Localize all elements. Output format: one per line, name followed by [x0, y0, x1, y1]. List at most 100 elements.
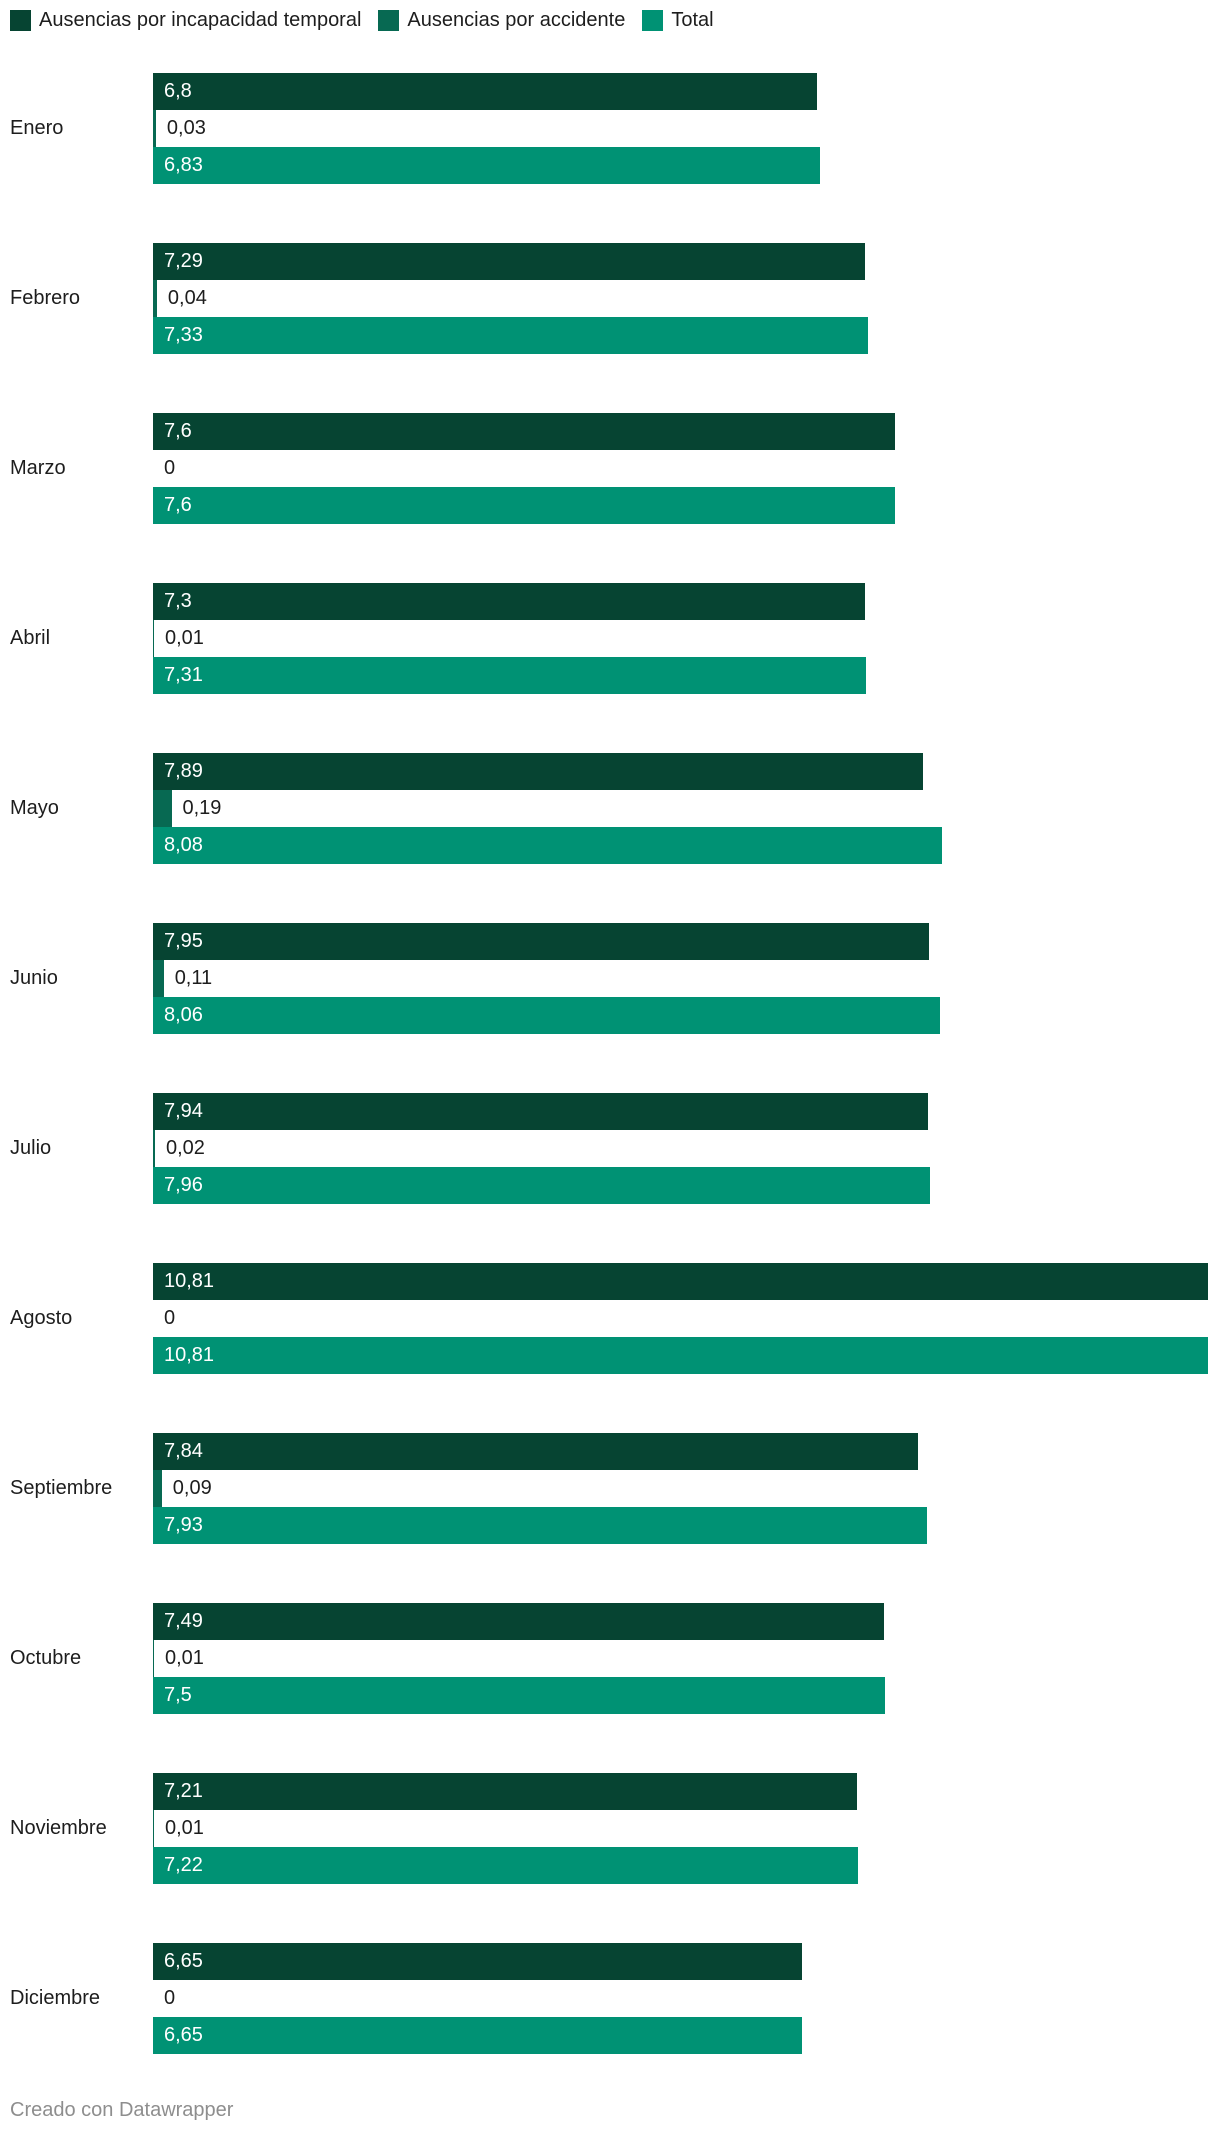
- legend-item-incapacidad-temporal: Ausencias por incapacidad temporal: [10, 9, 361, 31]
- bars-enero: 6,8 0,03 6,83: [153, 73, 1220, 184]
- bar-track: 7,6: [153, 487, 1220, 524]
- month-group-febrero: Febrero 7,29 0,04 7,33: [0, 243, 1220, 354]
- value-label: 7,49: [164, 1610, 203, 1632]
- bar-ausencias-por-accidente-enero: [153, 110, 156, 147]
- legend-label-total: Total: [671, 9, 714, 31]
- value-label: 0,01: [165, 1817, 204, 1839]
- value-label: 0: [164, 1307, 176, 1329]
- bar-track: 7,33: [153, 317, 1220, 354]
- bar-track: 0,03: [153, 110, 1220, 147]
- bars-diciembre: 6,65 0 6,65: [153, 1943, 1220, 2054]
- bar-total-octubre: 7,5: [153, 1677, 885, 1714]
- bar-total-enero: 6,83: [153, 147, 820, 184]
- bars-mayo: 7,89 0,19 8,08: [153, 753, 1220, 864]
- bar-ausencias-por-incapacidad-temporal-marzo: 7,6: [153, 413, 895, 450]
- value-label: 0: [164, 1987, 176, 2009]
- bar-track: 7,3: [153, 583, 1220, 620]
- bars-abril: 7,3 0,01 7,31: [153, 583, 1220, 694]
- legend-item-accidente: Ausencias por accidente: [378, 9, 625, 31]
- bars-septiembre: 7,84 0,09 7,93: [153, 1433, 1220, 1544]
- bar-track: 10,81: [153, 1337, 1220, 1374]
- category-label-septiembre: Septiembre: [10, 1477, 113, 1499]
- bar-track: 0: [153, 1300, 1220, 1337]
- value-label: 6,83: [164, 154, 203, 176]
- bar-ausencias-por-accidente-abril: [153, 620, 154, 657]
- bar-ausencias-por-accidente-septiembre: [153, 1470, 162, 1507]
- bar-track: 8,06: [153, 997, 1220, 1034]
- month-group-abril: Abril 7,3 0,01 7,31: [0, 583, 1220, 694]
- bars-agosto: 10,81 0 10,81: [153, 1263, 1220, 1374]
- bar-total-julio: 7,96: [153, 1167, 930, 1204]
- value-label: 0,04: [167, 287, 207, 309]
- bar-track: 7,96: [153, 1167, 1220, 1204]
- value-label: 7,94: [164, 1100, 203, 1122]
- bar-ausencias-por-incapacidad-temporal-octubre: 7,49: [153, 1603, 884, 1640]
- category-label-febrero: Febrero: [10, 287, 81, 309]
- bar-ausencias-por-incapacidad-temporal-mayo: 7,89: [153, 753, 923, 790]
- month-group-enero: Enero 6,8 0,03 6,83: [0, 73, 1220, 184]
- bars-noviembre: 7,21 0,01 7,22: [153, 1773, 1220, 1884]
- value-label: 0,19: [182, 797, 222, 819]
- bar-track: 7,95: [153, 923, 1220, 960]
- bar-ausencias-por-incapacidad-temporal-febrero: 7,29: [153, 243, 865, 280]
- bar-track: 0,02: [153, 1130, 1220, 1167]
- month-group-agosto: Agosto 10,81 0 10,81: [0, 1263, 1220, 1374]
- month-group-julio: Julio 7,94 0,02 7,96: [0, 1093, 1220, 1204]
- legend-item-total: Total: [642, 9, 714, 31]
- value-label: 8,06: [164, 1004, 203, 1026]
- category-label-diciembre: Diciembre: [10, 1987, 101, 2009]
- value-label: 6,65: [164, 2024, 203, 2046]
- month-group-noviembre: Noviembre 7,21 0,01 7,22: [0, 1773, 1220, 1884]
- value-label: 0,03: [166, 117, 206, 139]
- bar-total-mayo: 8,08: [153, 827, 942, 864]
- bar-track: 0,09: [153, 1470, 1220, 1507]
- bar-track: 7,29: [153, 243, 1220, 280]
- legend: Ausencias por incapacidad temporal Ausen…: [0, 0, 1220, 31]
- bar-ausencias-por-accidente-junio: [153, 960, 164, 997]
- bar-track: 0,01: [153, 620, 1220, 657]
- month-group-diciembre: Diciembre 6,65 0 6,65: [0, 1943, 1220, 2054]
- bars-febrero: 7,29 0,04 7,33: [153, 243, 1220, 354]
- bar-track: 7,93: [153, 1507, 1220, 1544]
- month-group-octubre: Octubre 7,49 0,01 7,5: [0, 1603, 1220, 1714]
- bar-total-junio: 8,06: [153, 997, 940, 1034]
- bar-track: 0,04: [153, 280, 1220, 317]
- value-label: 0,01: [165, 1647, 204, 1669]
- value-label: 7,6: [164, 494, 192, 516]
- bar-ausencias-por-accidente-febrero: [153, 280, 157, 317]
- bar-track: 6,8: [153, 73, 1220, 110]
- bar-track: 0,01: [153, 1810, 1220, 1847]
- bar-track: 7,49: [153, 1603, 1220, 1640]
- value-label: 7,95: [164, 930, 203, 952]
- value-label: 6,65: [164, 1950, 203, 1972]
- bars-junio: 7,95 0,11 8,06: [153, 923, 1220, 1034]
- value-label: 7,3: [164, 590, 192, 612]
- bar-track: 6,65: [153, 2017, 1220, 2054]
- bar-track: 7,94: [153, 1093, 1220, 1130]
- value-label: 0,09: [172, 1477, 212, 1499]
- value-label: 7,31: [164, 664, 203, 686]
- bar-track: 0,11: [153, 960, 1220, 997]
- bar-ausencias-por-accidente-mayo: [153, 790, 172, 827]
- value-label: 7,93: [164, 1514, 203, 1536]
- value-label: 10,81: [164, 1344, 215, 1366]
- category-label-agosto: Agosto: [10, 1307, 73, 1329]
- datawrapper-credit-link[interactable]: Creado con Datawrapper: [10, 2099, 234, 2121]
- value-label: 7,6: [164, 420, 192, 442]
- value-label: 0,11: [174, 967, 213, 989]
- category-label-mayo: Mayo: [10, 797, 59, 819]
- category-label-abril: Abril: [10, 627, 51, 649]
- legend-swatch-incapacidad-temporal-icon: [10, 9, 31, 31]
- bar-ausencias-por-accidente-julio: [153, 1130, 155, 1167]
- bar-track: 0: [153, 1980, 1220, 2017]
- bar-ausencias-por-incapacidad-temporal-agosto: 10,81: [153, 1263, 1208, 1300]
- bar-ausencias-por-incapacidad-temporal-diciembre: 6,65: [153, 1943, 802, 1980]
- bar-ausencias-por-incapacidad-temporal-julio: 7,94: [153, 1093, 928, 1130]
- value-label: 7,96: [164, 1174, 203, 1196]
- category-label-noviembre: Noviembre: [10, 1817, 107, 1839]
- value-label: 7,89: [164, 760, 203, 782]
- bar-total-abril: 7,31: [153, 657, 867, 694]
- legend-label-accidente: Ausencias por accidente: [407, 9, 626, 31]
- bar-track: 0: [153, 450, 1220, 487]
- bar-track: 7,5: [153, 1677, 1220, 1714]
